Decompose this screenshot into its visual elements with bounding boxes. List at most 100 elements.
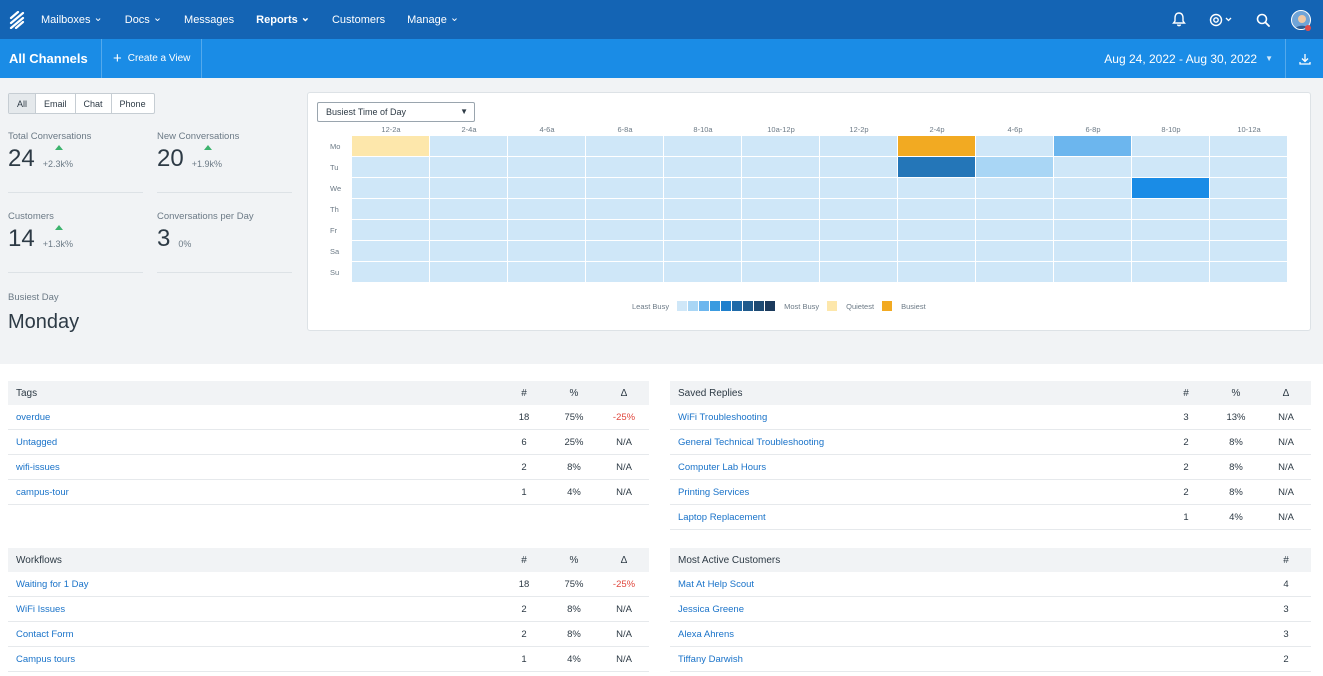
heatmap-cell[interactable]: [430, 157, 507, 177]
row-link[interactable]: Laptop Replacement: [678, 511, 766, 523]
heatmap-cell[interactable]: [1210, 241, 1287, 261]
filter-all[interactable]: All: [9, 94, 37, 113]
heatmap-cell[interactable]: [586, 199, 663, 219]
row-link[interactable]: Waiting for 1 Day: [16, 578, 89, 590]
heatmap-cell[interactable]: [508, 199, 585, 219]
heatmap-cell[interactable]: [586, 262, 663, 282]
heatmap-cell[interactable]: [742, 262, 819, 282]
heatmap-cell[interactable]: [586, 157, 663, 177]
heatmap-cell[interactable]: [1054, 199, 1131, 219]
heatmap-cell[interactable]: [430, 262, 507, 282]
heatmap-cell[interactable]: [820, 241, 897, 261]
filter-chat[interactable]: Chat: [76, 94, 112, 113]
heatmap-cell[interactable]: [352, 157, 429, 177]
heatmap-cell[interactable]: [976, 136, 1053, 156]
heatmap-cell[interactable]: [430, 220, 507, 240]
heatmap-cell[interactable]: [664, 157, 741, 177]
column-header[interactable]: #: [1283, 554, 1289, 566]
heatmap-cell[interactable]: [586, 241, 663, 261]
heatmap-cell[interactable]: [1054, 157, 1131, 177]
heatmap-cell[interactable]: [1132, 199, 1209, 219]
heatmap-cell[interactable]: [508, 262, 585, 282]
heatmap-cell[interactable]: [820, 220, 897, 240]
heatmap-cell[interactable]: [820, 199, 897, 219]
row-link[interactable]: Campus tours: [16, 653, 76, 665]
filter-email[interactable]: Email: [36, 94, 76, 113]
date-range-picker[interactable]: Aug 24, 2022 - Aug 30, 2022 ▼: [1104, 39, 1273, 78]
heatmap-cell[interactable]: [1132, 157, 1209, 177]
heatmap-cell[interactable]: [664, 220, 741, 240]
heatmap-cell[interactable]: [820, 157, 897, 177]
heatmap-cell[interactable]: [1132, 241, 1209, 261]
heatmap-cell[interactable]: [1210, 136, 1287, 156]
row-link[interactable]: General Technical Troubleshooting: [678, 436, 825, 448]
heatmap-cell[interactable]: [508, 241, 585, 261]
heatmap-cell[interactable]: [742, 157, 819, 177]
column-header[interactable]: Δ: [620, 554, 628, 566]
heatmap-cell[interactable]: [352, 178, 429, 198]
heatmap-cell[interactable]: [586, 220, 663, 240]
row-link[interactable]: Alexa Ahrens: [678, 628, 734, 640]
column-header[interactable]: Δ: [1282, 387, 1290, 399]
heatmap-cell[interactable]: [898, 157, 975, 177]
heatmap-cell[interactable]: [976, 262, 1053, 282]
heatmap-cell[interactable]: [1054, 136, 1131, 156]
search-icon[interactable]: [1253, 10, 1273, 30]
heatmap-cell[interactable]: [898, 241, 975, 261]
heatmap-cell[interactable]: [898, 262, 975, 282]
heatmap-cell[interactable]: [1132, 136, 1209, 156]
heatmap-cell[interactable]: [976, 157, 1053, 177]
heatmap-cell[interactable]: [1132, 220, 1209, 240]
create-view-button[interactable]: + Create a View: [102, 39, 203, 78]
heatmap-cell[interactable]: [742, 136, 819, 156]
row-link[interactable]: Tiffany Darwish: [678, 653, 743, 665]
heatmap-cell[interactable]: [1210, 199, 1287, 219]
row-link[interactable]: campus-tour: [16, 486, 69, 498]
column-header[interactable]: #: [521, 387, 527, 399]
heatmap-cell[interactable]: [508, 136, 585, 156]
row-link[interactable]: Untagged: [16, 436, 58, 448]
heatmap-cell[interactable]: [508, 178, 585, 198]
column-header[interactable]: Δ: [620, 387, 628, 399]
heatmap-cell[interactable]: [742, 199, 819, 219]
heatmap-cell[interactable]: [742, 178, 819, 198]
heatmap-cell[interactable]: [976, 199, 1053, 219]
heatmap-cell[interactable]: [976, 241, 1053, 261]
heatmap-cell[interactable]: [664, 178, 741, 198]
column-header[interactable]: %: [1231, 387, 1241, 399]
heatmap-cell[interactable]: [1210, 157, 1287, 177]
heatmap-cell[interactable]: [898, 178, 975, 198]
heatmap-cell[interactable]: [820, 262, 897, 282]
heatmap-cell[interactable]: [430, 241, 507, 261]
heatmap-cell[interactable]: [1054, 220, 1131, 240]
row-link[interactable]: overdue: [16, 411, 51, 423]
nav-item-messages[interactable]: Messages: [184, 14, 234, 26]
user-avatar[interactable]: [1291, 9, 1311, 30]
column-header[interactable]: %: [569, 387, 579, 399]
column-header[interactable]: %: [569, 554, 579, 566]
helpscout-logo-icon[interactable]: [2, 0, 32, 39]
heatmap-cell[interactable]: [820, 136, 897, 156]
heatmap-cell[interactable]: [1210, 262, 1287, 282]
notifications-bell-icon[interactable]: [1169, 10, 1189, 30]
nav-item-mailboxes[interactable]: Mailboxes ⌄: [41, 12, 103, 26]
column-header[interactable]: #: [1183, 387, 1189, 399]
row-link[interactable]: Printing Services: [678, 486, 750, 498]
help-lifebuoy-icon[interactable]: [1207, 10, 1235, 30]
heatmap-cell[interactable]: [664, 262, 741, 282]
heatmap-cell[interactable]: [1054, 178, 1131, 198]
heatmap-cell[interactable]: [508, 220, 585, 240]
heatmap-cell[interactable]: [820, 178, 897, 198]
nav-item-customers[interactable]: Customers: [332, 14, 385, 26]
nav-item-reports[interactable]: Reports ⌄: [256, 12, 310, 26]
row-link[interactable]: Computer Lab Hours: [678, 461, 767, 473]
heatmap-cell[interactable]: [664, 199, 741, 219]
heatmap-cell[interactable]: [976, 220, 1053, 240]
heatmap-cell[interactable]: [352, 241, 429, 261]
heatmap-cell[interactable]: [664, 241, 741, 261]
row-link[interactable]: Mat At Help Scout: [678, 578, 755, 590]
heatmap-cell[interactable]: [1210, 178, 1287, 198]
heatmap-cell[interactable]: [586, 178, 663, 198]
heatmap-cell[interactable]: [508, 157, 585, 177]
heatmap-cell[interactable]: [1132, 178, 1209, 198]
